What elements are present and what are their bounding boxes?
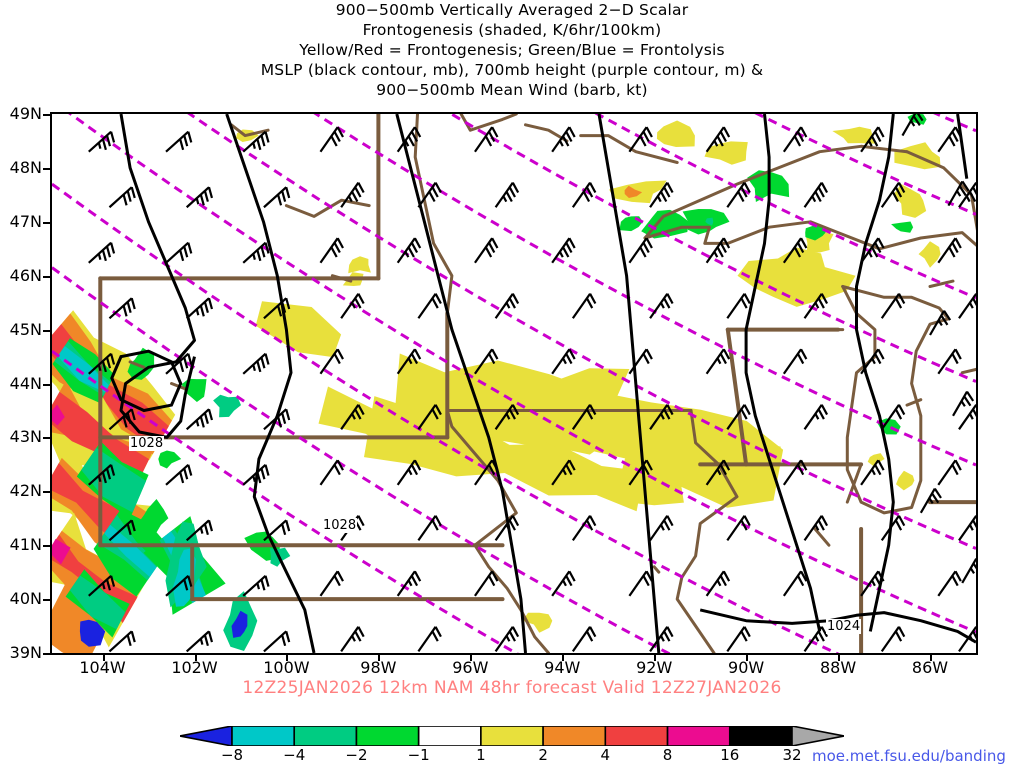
lat-tick-label: 40N — [9, 589, 42, 609]
colorbar-tick-label: 8 — [662, 746, 673, 764]
lon-tick — [102, 655, 105, 661]
colorbar-tick-label: 1 — [476, 746, 486, 764]
lon-tick — [194, 655, 197, 661]
lat-tick — [43, 383, 50, 386]
lat-tick-label: 47N — [9, 211, 42, 231]
lat-tick-label: 45N — [9, 319, 42, 339]
lon-tick — [746, 655, 749, 661]
lat-tick-label: 46N — [9, 265, 42, 285]
site-watermark: moe.met.fsu.edu/banding — [812, 747, 1006, 765]
title-line-2: Frontogenesis (shaded, K/6hr/100km) — [362, 21, 662, 39]
lat-tick-label: 44N — [9, 373, 42, 393]
lat-tick-label: 39N — [9, 643, 42, 662]
lon-tick — [930, 655, 933, 661]
colorbar-tick-label: 16 — [720, 746, 740, 764]
colorbar: −8 −4 −2 −1 1 2 4 8 16 32 — [180, 726, 844, 768]
lon-tick-label: 90W — [728, 658, 765, 677]
lon-tick — [562, 655, 565, 661]
colorbar-tick-label: −4 — [283, 746, 306, 764]
map-plot-area[interactable]: 1028 1028 1024 — [50, 112, 978, 655]
lon-tick-label: 86W — [911, 658, 949, 677]
lat-tick — [43, 167, 50, 170]
colorbar-swatches — [180, 726, 844, 746]
colorbar-tick-label: −2 — [345, 746, 368, 764]
lat-tick — [43, 653, 50, 655]
lon-tick — [654, 655, 657, 661]
lat-tick-label: 43N — [9, 427, 42, 447]
lon-tick — [286, 655, 289, 661]
title-line-5: 900−500mb Mean Wind (barb, kt) — [376, 81, 648, 99]
lat-tick — [43, 545, 50, 548]
lat-tick — [43, 437, 50, 440]
lat-tick — [43, 275, 50, 278]
title-line-4: MSLP (black contour, mb), 700mb height (… — [260, 61, 764, 79]
lon-tick-label: 96W — [452, 658, 489, 677]
colorbar-tick-label: −1 — [407, 746, 430, 764]
lat-tick-label: 48N — [9, 157, 42, 177]
lon-tick-label: 104W — [79, 658, 126, 677]
colorbar-tick-label: −8 — [220, 746, 244, 764]
lon-tick-label: 92W — [636, 658, 673, 677]
lat-tick-label: 42N — [9, 481, 42, 501]
lon-tick-label: 100W — [263, 658, 310, 677]
lon-tick-label: 88W — [819, 658, 857, 677]
lon-tick — [838, 655, 841, 661]
lon-tick-label: 102W — [171, 658, 218, 677]
title-line-3: Yellow/Red = Frontogenesis; Green/Blue =… — [299, 41, 725, 59]
lat-tick — [43, 599, 50, 602]
mslp-contour-label: 1028 — [322, 518, 358, 533]
lon-tick-label: 94W — [544, 658, 581, 677]
map-graphics — [52, 114, 976, 653]
lat-tick — [43, 221, 50, 224]
lat-tick-label: 49N — [9, 104, 42, 123]
lon-tick — [378, 655, 381, 661]
lon-tick — [470, 655, 473, 661]
colorbar-tick-label: 4 — [600, 746, 611, 764]
mslp-contour-label: 1028 — [129, 436, 165, 451]
lat-tick-label: 41N — [9, 535, 42, 555]
lat-tick — [43, 491, 50, 494]
lat-tick — [43, 329, 50, 332]
colorbar-tick-label: 2 — [538, 746, 548, 764]
lon-tick-label: 98W — [360, 658, 397, 677]
lat-tick — [43, 114, 50, 116]
mslp-contour-label: 1024 — [826, 619, 862, 634]
title-block: 900−500mb Vertically Averaged 2−D Scalar… — [0, 0, 1024, 100]
colorbar-tick-label: 32 — [782, 746, 802, 764]
title-line-1: 900−500mb Vertically Averaged 2−D Scalar — [335, 1, 689, 19]
forecast-caption: 12Z25JAN2026 12km NAM 48hr forecast Vali… — [242, 678, 782, 698]
